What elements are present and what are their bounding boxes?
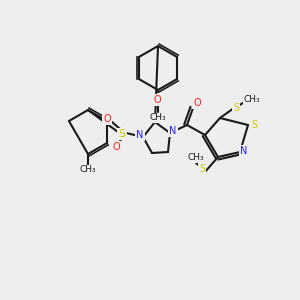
Text: N: N (136, 130, 144, 140)
Text: CH₃: CH₃ (150, 113, 166, 122)
Text: N: N (169, 126, 177, 136)
Text: S: S (199, 164, 205, 174)
Text: CH₃: CH₃ (244, 95, 260, 104)
Text: CH₃: CH₃ (80, 166, 96, 175)
Text: S: S (118, 129, 126, 139)
Text: O: O (193, 98, 201, 108)
Text: N: N (240, 146, 248, 156)
Text: O: O (112, 142, 120, 152)
Text: S: S (233, 103, 239, 113)
Text: CH₃: CH₃ (188, 154, 204, 163)
Text: O: O (153, 95, 161, 105)
Text: S: S (251, 120, 257, 130)
Text: O: O (103, 114, 111, 124)
